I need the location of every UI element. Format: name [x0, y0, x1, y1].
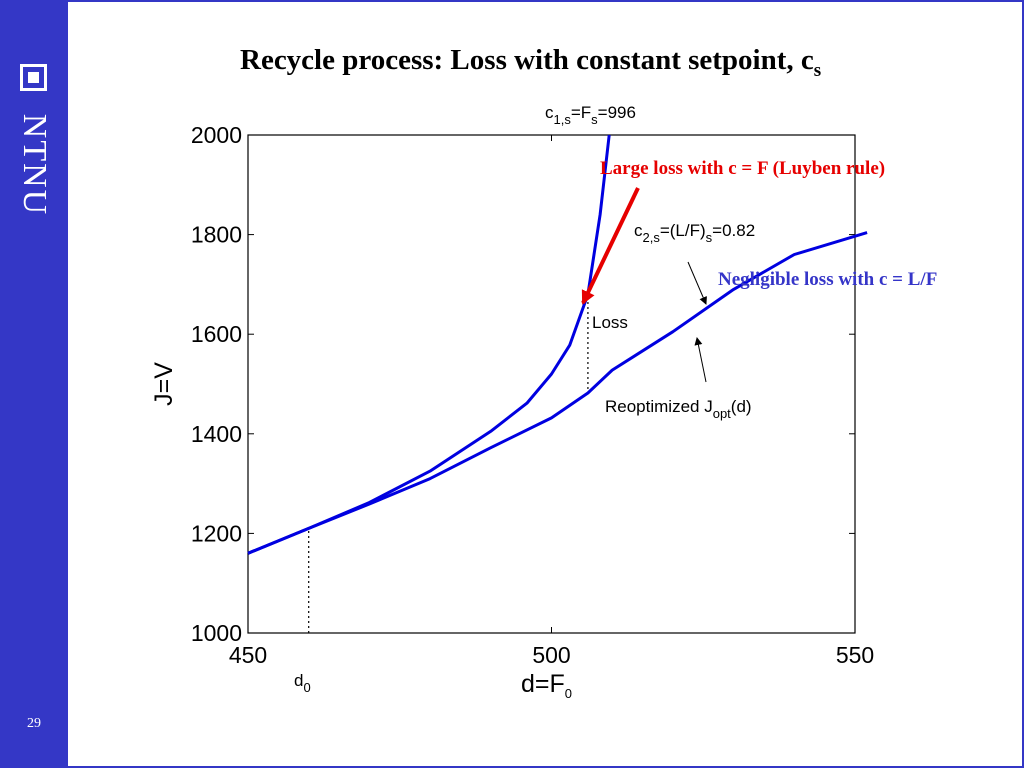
- plot-frame: [247, 134, 856, 634]
- y-tick-label: 1400: [191, 421, 242, 447]
- vlines: [308, 289, 589, 633]
- y-tick-label: 1200: [191, 520, 242, 546]
- reopt-sub: opt: [713, 406, 731, 421]
- slide-title: Recycle process: Loss with constant setp…: [240, 44, 821, 82]
- slide-title-sub: s: [813, 59, 822, 81]
- c1-sub2: s: [591, 112, 598, 127]
- c2-sub: 2,s: [643, 230, 661, 245]
- slide-title-main: Recycle process: Loss with constant setp…: [240, 44, 814, 76]
- x-axis-label-main: d=F: [521, 670, 565, 698]
- slide-border-bottom: [68, 766, 1024, 768]
- reoptimized-label: Reoptimized Jopt(d): [605, 397, 752, 421]
- c1-suffix: =996: [598, 103, 636, 122]
- series-line-reoptimized: [247, 231, 868, 555]
- d0-label: d0: [294, 671, 311, 695]
- c2-prefix: c: [634, 221, 643, 240]
- reopt-prefix: Reoptimized J: [605, 397, 713, 416]
- reopt-suffix: (d): [731, 397, 752, 416]
- y-tick-label: 2000: [191, 122, 242, 148]
- d0-label-sub: 0: [303, 680, 310, 695]
- x-axis-label: d=F0: [521, 670, 572, 701]
- slide-border-right: [1022, 0, 1024, 768]
- c2-sub2: s: [706, 230, 713, 245]
- ntnu-logo-icon: [20, 64, 47, 91]
- c2-mid: =(L/F): [660, 221, 706, 240]
- y-axis-label: J=V: [150, 362, 178, 406]
- c2-label: c2,s=(L/F)s=0.82: [634, 221, 755, 245]
- d0-label-main: d: [294, 671, 303, 690]
- y-ticks: 1000 1200 1400 1600 1800 2000: [191, 122, 855, 646]
- c1-label: c1,s=Fs=996: [545, 103, 636, 127]
- series-line-c1-constant-f: [247, 134, 611, 555]
- x-tick-label: 550: [836, 642, 874, 668]
- red-arrow: [581, 187, 640, 305]
- x-tick-label: 500: [532, 642, 570, 668]
- sidebar: NTNU 29: [0, 0, 68, 768]
- y-tick-label: 1800: [191, 222, 242, 248]
- slide-border-top: [68, 0, 1024, 2]
- series-layer: [247, 134, 868, 555]
- c1-mid: =F: [571, 103, 591, 122]
- y-tick-label: 1600: [191, 321, 242, 347]
- x-axis-label-sub: 0: [565, 686, 572, 701]
- x-tick-label: 450: [229, 642, 267, 668]
- x-ticks: 450 500 550: [229, 135, 874, 668]
- loss-label: Loss: [592, 313, 628, 332]
- c1-prefix: c: [545, 103, 554, 122]
- c2-pointer-arrow: [687, 261, 707, 305]
- reopt-pointer-arrow: [694, 337, 707, 383]
- blue-annotation: Negligible loss with c = L/F: [718, 269, 937, 290]
- red-annotation: Large loss with c = F (Luyben rule): [600, 158, 885, 179]
- c1-sub: 1,s: [554, 112, 572, 127]
- y-tick-label: 1000: [191, 620, 242, 646]
- page-number: 29: [27, 716, 41, 731]
- c2-suffix: =0.82: [712, 221, 755, 240]
